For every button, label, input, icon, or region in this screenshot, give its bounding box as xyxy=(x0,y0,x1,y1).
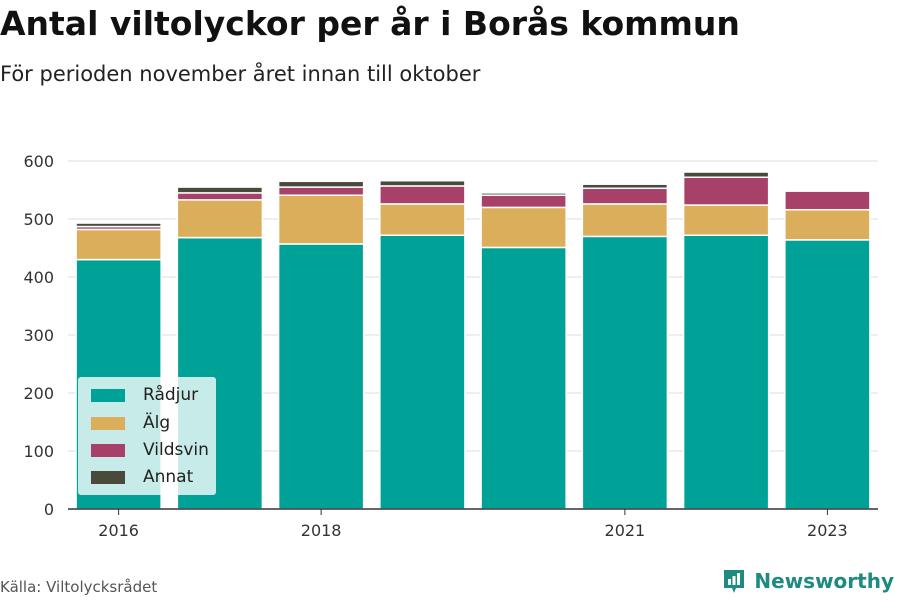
legend-label: Vildsvin xyxy=(143,440,209,460)
x-tick-label: 2023 xyxy=(807,521,848,540)
legend-item-vildsvin: Vildsvin xyxy=(91,440,209,460)
bar-segment xyxy=(682,234,770,510)
bar-segment xyxy=(682,204,770,236)
bar-segment xyxy=(176,192,264,201)
legend-swatch xyxy=(91,388,125,402)
y-tick-label: 600 xyxy=(23,152,54,171)
x-tick-label: 2016 xyxy=(98,521,139,540)
bar-segment xyxy=(176,186,264,194)
bar-segment xyxy=(75,228,162,261)
x-tick-label: 2021 xyxy=(605,521,646,540)
y-tick-label: 500 xyxy=(23,210,54,229)
legend-label: Rådjur xyxy=(143,385,199,405)
y-tick-label: 200 xyxy=(23,384,54,403)
bar-segment xyxy=(277,186,365,196)
legend-item-radjur: Rådjur xyxy=(91,385,198,405)
bar-segment xyxy=(379,179,466,187)
legend-label: Annat xyxy=(143,467,194,487)
source-note: Källa: Viltolycksrådet xyxy=(0,578,158,596)
y-tick-label: 0 xyxy=(44,500,54,519)
bar-segment xyxy=(581,187,669,205)
bar-segment xyxy=(480,192,567,196)
bar-segment xyxy=(480,206,567,249)
bar-segment xyxy=(784,239,871,510)
legend-item-annat: Annat xyxy=(91,467,193,487)
bar-segment xyxy=(581,235,669,510)
brand-name: Newsworthy xyxy=(754,569,894,593)
bar-segment xyxy=(682,171,770,178)
bar-segment xyxy=(784,208,871,241)
bar-segment xyxy=(480,246,567,510)
bar-segment xyxy=(379,203,466,236)
legend-swatch xyxy=(91,443,125,457)
legend-swatch xyxy=(91,470,125,484)
bar-segment xyxy=(379,234,466,510)
bar-segment xyxy=(277,180,365,188)
bar-segment xyxy=(277,243,365,510)
bar-segment xyxy=(682,176,770,206)
bar-segment xyxy=(379,185,466,205)
chart-title: Antal viltolyckor per år i Borås kommun xyxy=(0,4,740,43)
bar-segment xyxy=(277,194,365,245)
bar-segment xyxy=(784,190,871,211)
legend-label: Älg xyxy=(143,413,171,433)
newsworthy-logo-icon xyxy=(724,570,745,593)
bar-segment xyxy=(480,194,567,209)
y-tick-label: 400 xyxy=(23,268,54,287)
legend-swatch xyxy=(91,416,125,430)
bar-segment xyxy=(176,199,264,239)
chart-subtitle: För perioden november året innan till ok… xyxy=(0,62,481,86)
bar-segment xyxy=(75,222,162,228)
bar-segment xyxy=(581,203,669,238)
bar-segment xyxy=(581,183,669,190)
y-tick-label: 300 xyxy=(23,326,54,345)
axes: 0 100 200 300 400 500 600 2016 2018 2021 2023 xyxy=(23,152,878,540)
legend-item-alg: Älg xyxy=(91,413,170,433)
legend: Rådjur Älg Vildsvin Annat xyxy=(78,377,216,495)
y-tick-label: 100 xyxy=(23,442,54,461)
brand-logo[interactable]: Newsworthy xyxy=(722,568,894,594)
x-tick-label: 2018 xyxy=(301,521,342,540)
